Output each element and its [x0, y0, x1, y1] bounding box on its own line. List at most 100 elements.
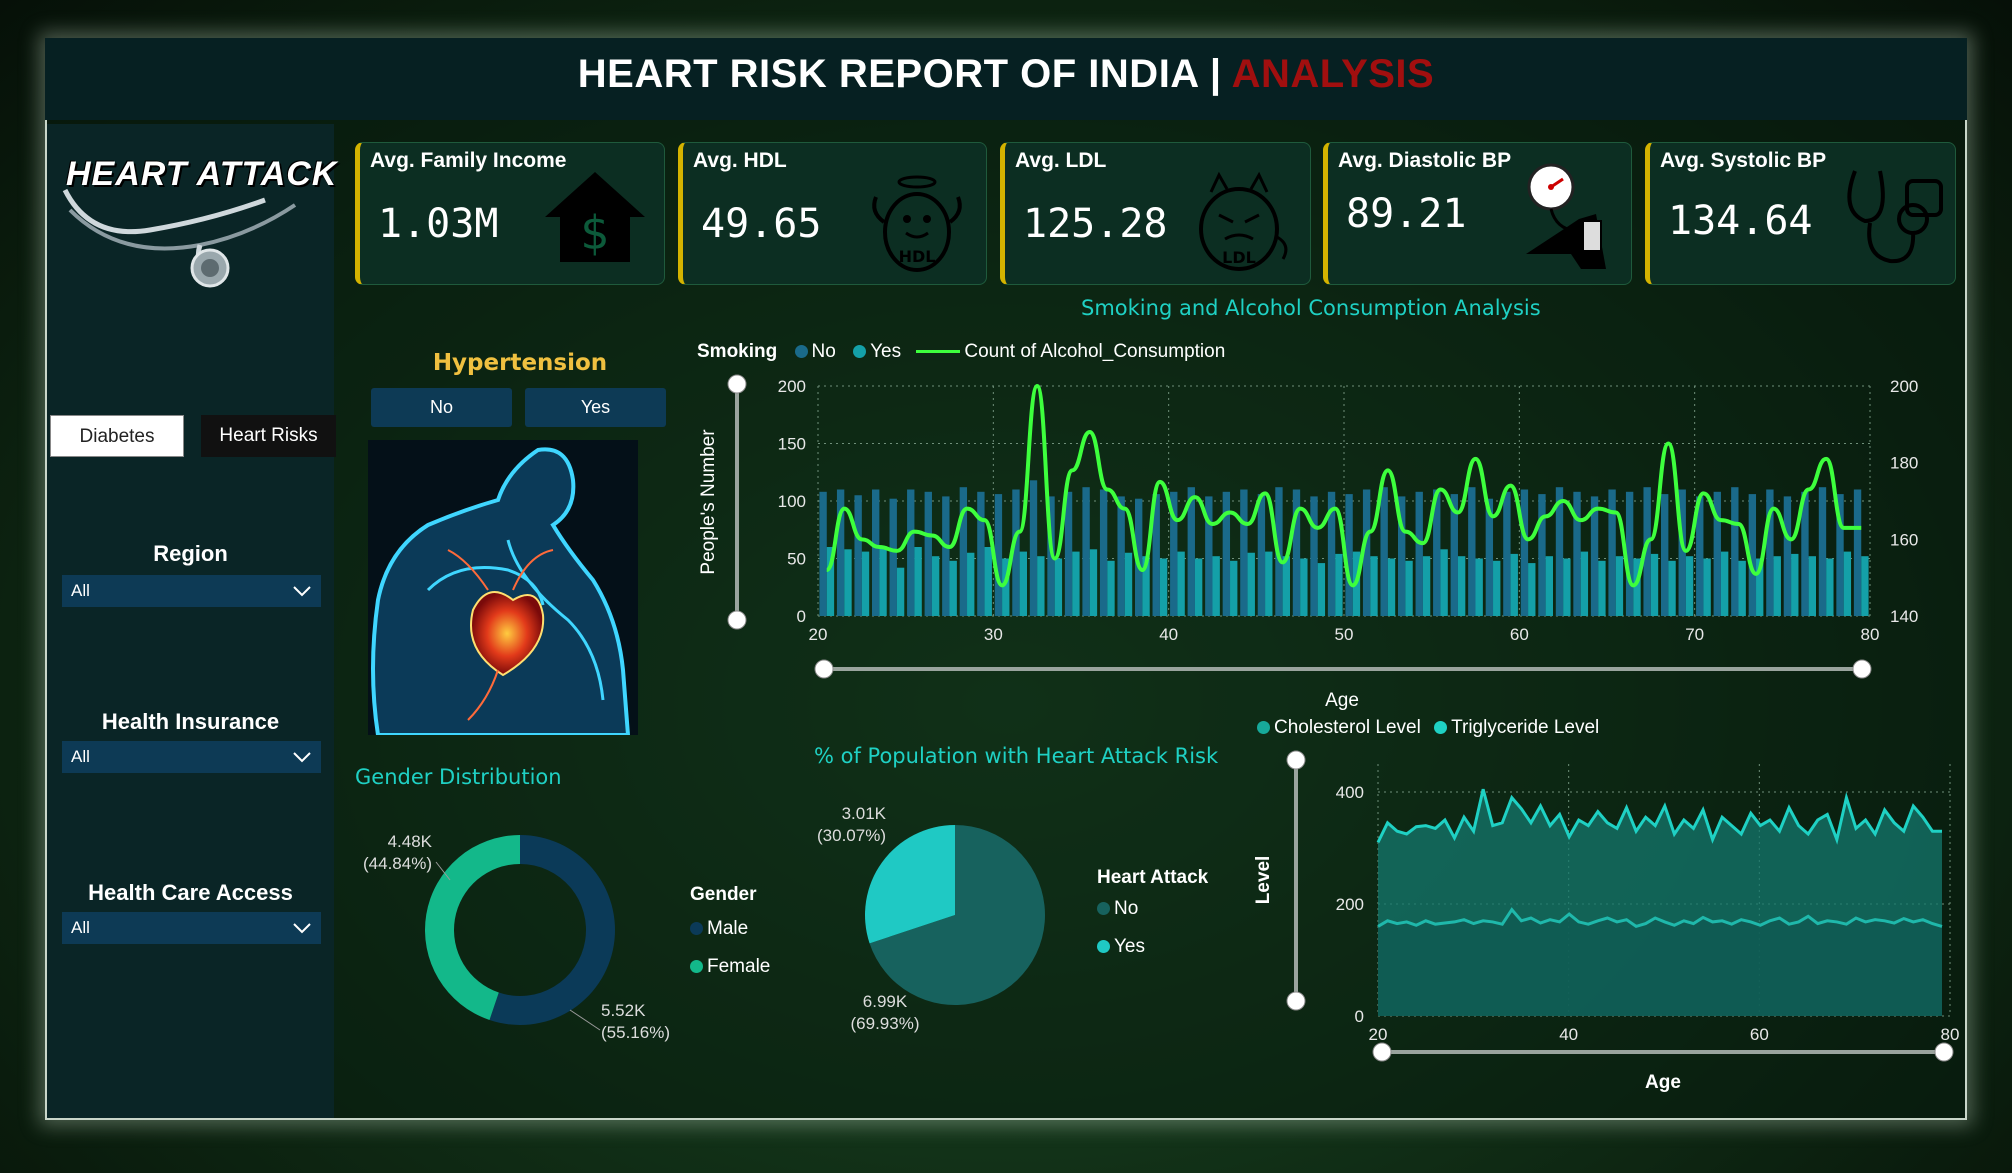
region-dropdown[interactable]: All — [62, 575, 321, 607]
tab-heart-risks[interactable]: Heart Risks — [201, 415, 336, 457]
kpi-card-diastolic-bp: Avg. Diastolic BP 89.21 — [1323, 142, 1632, 285]
y-tick-label: 0 — [797, 607, 806, 626]
bar-smoking-no — [1853, 489, 1862, 616]
health-care-access-dropdown-value: All — [71, 918, 90, 937]
legend-line-swatch — [916, 350, 961, 354]
x-tick-label: 70 — [1685, 625, 1704, 644]
bar-smoking-no — [1292, 489, 1301, 616]
x-tick-label: 30 — [984, 625, 1003, 644]
bar-smoking-yes — [931, 556, 940, 616]
human-heart-illustration — [368, 440, 638, 735]
ha-legend-yes: Yes — [1097, 936, 1145, 958]
bar-smoking-yes — [1703, 558, 1711, 616]
male-swatch — [690, 922, 703, 936]
y-axis-label: Level — [1253, 856, 1274, 905]
x-range-slider-handle-left — [1372, 1042, 1392, 1062]
bar-smoking-yes — [1300, 558, 1308, 616]
bar-smoking-yes — [1387, 558, 1396, 616]
legend-yes: Yes — [870, 341, 902, 362]
x-range-slider-handle-left — [814, 659, 834, 679]
bar-smoking-no — [1152, 494, 1160, 616]
x-axis-label: Age — [1645, 1072, 1681, 1093]
x-axis-label: Age — [1325, 690, 1359, 711]
health-care-access-dropdown[interactable]: All — [62, 912, 321, 944]
bar-smoking-no — [1310, 496, 1318, 616]
male-value-label: 5.52K — [601, 1001, 646, 1020]
bar-smoking-yes — [1440, 549, 1448, 616]
heart-attack-legend-title: Heart Attack — [1097, 867, 1209, 888]
hypertension-no-button[interactable]: No — [371, 388, 512, 427]
female-legend-label: Female — [707, 956, 771, 977]
chevron-down-icon — [293, 923, 311, 934]
smoking-alcohol-chart: 0 50 100 150 200 20 30 40 50 60 70 80 140 160 180 200 Ag… — [698, 374, 1918, 711]
tab-diabetes[interactable]: Diabetes — [50, 415, 184, 457]
bar-smoking-no — [1836, 494, 1844, 616]
bar-smoking-yes — [1124, 552, 1133, 616]
y-tick-label: 100 — [778, 492, 806, 511]
bar-smoking-yes — [1528, 563, 1536, 616]
bar-smoking-no — [1731, 487, 1739, 616]
bar-smoking-yes — [1615, 556, 1624, 616]
bar-smoking-no — [1398, 496, 1406, 616]
bar-smoking-no — [1748, 494, 1757, 616]
bar-smoking-yes — [1335, 553, 1343, 616]
bar-smoking-no — [1362, 489, 1371, 616]
health-care-access-label: Health Care Access — [88, 880, 293, 905]
ha-yes-percent-label: (30.07%) — [817, 826, 886, 845]
kpi-value: 1.03M — [378, 201, 499, 247]
x-tick-label: 50 — [1335, 625, 1354, 644]
triglyceride-area — [1378, 909, 1942, 1016]
kpi-card-systolic-bp: Avg. Systolic BP 134.64 — [1645, 142, 1956, 285]
gender-donut-chart — [425, 835, 615, 1031]
x-tick-label: 40 — [1159, 625, 1178, 644]
bar-smoking-yes — [1756, 558, 1764, 616]
bar-smoking-no — [1696, 496, 1704, 616]
male-slice-label: 5.52K (55.16%) — [601, 1000, 670, 1044]
bar-smoking-yes — [1422, 556, 1431, 616]
x-tick-label: 60 — [1510, 625, 1529, 644]
bar-smoking-no — [994, 494, 1003, 616]
bar-smoking-yes — [861, 551, 870, 616]
bar-smoking-no — [1713, 491, 1721, 616]
ha-yes-legend-label: Yes — [1114, 936, 1145, 957]
bar-smoking-no — [1257, 494, 1266, 616]
female-value-label: 4.48K — [387, 832, 432, 851]
kpi-label: Avg. Diastolic BP — [1338, 149, 1512, 172]
health-insurance-dropdown[interactable]: All — [62, 741, 321, 773]
bar-smoking-yes — [1720, 551, 1729, 616]
bar-smoking-no — [1135, 498, 1143, 616]
ha-yes-swatch — [1097, 940, 1110, 954]
hdl-character-icon: HDL — [872, 175, 962, 272]
legend-triglyceride: Triglyceride Level — [1451, 717, 1600, 738]
bp-gauge-icon — [1526, 163, 1606, 269]
bar-smoking-no — [1029, 480, 1038, 616]
bar-smoking-yes — [1475, 558, 1483, 616]
bar-smoking-no — [1678, 489, 1686, 616]
gender-legend-title: Gender — [690, 884, 757, 905]
bar-smoking-no — [977, 491, 985, 616]
hypertension-title: Hypertension — [432, 350, 608, 376]
legend-no: No — [811, 341, 836, 362]
region-label: Region — [153, 541, 228, 566]
health-insurance-dropdown-value: All — [71, 747, 90, 766]
stethoscope-logo-icon — [62, 188, 297, 288]
bar-smoking-yes — [1194, 558, 1203, 616]
kpi-value: 89.21 — [1346, 191, 1467, 237]
ha-no-slice-label: 6.99K (69.93%) — [848, 991, 922, 1035]
bar-smoking-yes — [844, 549, 852, 616]
bar-smoking-no — [1573, 491, 1581, 616]
bar-smoking-yes — [1773, 556, 1781, 616]
hypertension-yes-button[interactable]: Yes — [525, 388, 666, 427]
ha-no-percent-label: (69.93%) — [850, 1014, 920, 1033]
bar-smoking-no — [1327, 491, 1336, 616]
bar-smoking-no — [1187, 487, 1195, 616]
x-tick-label: 80 — [1861, 625, 1880, 644]
bar-smoking-yes — [1247, 552, 1255, 616]
kpi-card-ldl: Avg. LDL 125.28 LDL — [1000, 142, 1311, 285]
bar-smoking-yes — [1177, 551, 1185, 616]
x-range-slider-handle-right — [1934, 1042, 1954, 1062]
bar-smoking-yes — [1230, 560, 1238, 616]
page-title: HEART RISK REPORT OF INDIA | ANALYSIS — [45, 52, 1967, 97]
female-slice-label: 4.48K (44.84%) — [362, 831, 432, 875]
ha-legend-no: No — [1097, 898, 1138, 920]
